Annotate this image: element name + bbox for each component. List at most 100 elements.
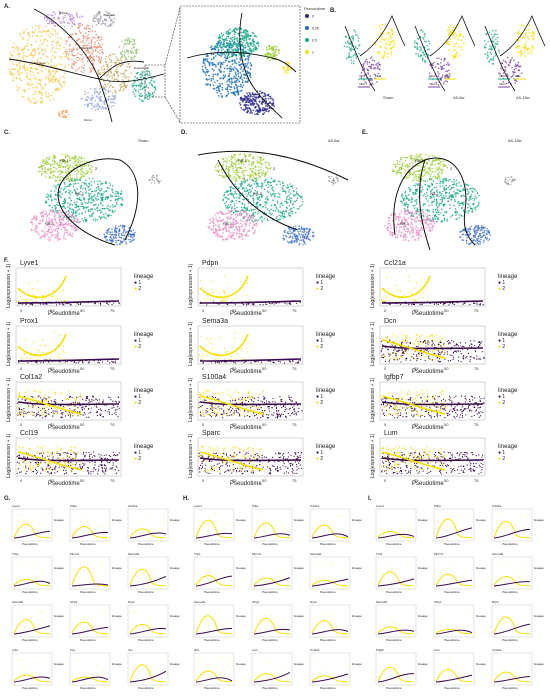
lineage1-point [67, 414, 69, 416]
lineage1-point [271, 414, 273, 416]
legend-tick-label: 0.5 [312, 39, 317, 43]
lineage2-point [73, 458, 75, 460]
lineage2-point [410, 446, 412, 449]
lineage1-point [426, 472, 428, 475]
lineage1-point [459, 409, 461, 411]
mini-point [213, 531, 214, 533]
lineage1-point [70, 461, 72, 464]
lineage1-point [281, 406, 283, 408]
lineage1-point [205, 412, 207, 414]
mini-x-label: Pseudotime [320, 686, 336, 690]
lineage1-point [381, 347, 383, 349]
lineage2-point [396, 336, 398, 339]
mini-point [104, 514, 106, 515]
lineage1-point [417, 466, 419, 468]
lineage2-point [439, 354, 441, 356]
lineage2-point [205, 450, 207, 452]
lineage2-point [395, 452, 398, 454]
mini-point [383, 580, 385, 582]
mini-point [40, 531, 41, 532]
lineage1-point [383, 414, 386, 417]
mini-gene-title: Pdgfb [376, 648, 384, 652]
lineage1-point [40, 362, 42, 364]
lineage1-point [20, 411, 22, 413]
lineage1-point [471, 452, 474, 454]
lineage2-point [427, 413, 429, 415]
lineage2-point [234, 332, 236, 334]
mini-point [320, 674, 322, 676]
lineage1-point [226, 304, 228, 306]
lineage1-point [216, 361, 219, 363]
lineage1-point [298, 467, 300, 470]
mini-point [220, 562, 222, 564]
lineage-legend-item: ● 2 [134, 456, 142, 462]
mini-point [16, 518, 18, 520]
cluster-label: Endothelial [134, 66, 149, 70]
lineage2-point [198, 391, 200, 393]
lineage1-point [449, 397, 451, 399]
mini-point [48, 534, 50, 536]
lineage2-point [61, 451, 63, 453]
lineage1-point [112, 464, 114, 466]
lineage1-point [101, 470, 104, 472]
mini-point [313, 674, 314, 676]
mini-point [327, 519, 328, 521]
lineage2-point [223, 291, 225, 293]
mini-point [387, 537, 389, 538]
lineage1-point [90, 411, 92, 413]
mini-point [165, 613, 166, 615]
lineage2-point [223, 449, 225, 452]
mini-point [151, 518, 152, 520]
lineage1-point [290, 462, 292, 464]
gene-scatter: 0 25 50 75 [197, 325, 304, 371]
lineage1-point [416, 345, 418, 348]
mini-point [225, 622, 227, 624]
lineage1-point [292, 360, 294, 363]
lineage1-point [397, 398, 399, 400]
lineage2-point [439, 391, 442, 393]
mini-point [270, 576, 272, 578]
lineage1-point [471, 343, 473, 346]
mini-point [377, 575, 379, 577]
lineage2-point [203, 415, 205, 417]
lineage2-point [41, 414, 43, 416]
y-axis-label: Log(expression + 1) [370, 377, 376, 422]
x-tick-label: 0 [202, 308, 205, 313]
mini-point [513, 575, 515, 577]
mini-point [514, 585, 516, 586]
mini-point [102, 674, 104, 676]
lineage1-point [276, 466, 278, 468]
lineage2-point [79, 399, 82, 401]
lineage1-point [438, 452, 440, 454]
mini-point [26, 571, 28, 573]
lineage2-point [30, 299, 32, 301]
lineage2-point [55, 392, 57, 394]
lineage-legend-item: ● 2 [316, 400, 324, 406]
lineage1-point [110, 455, 112, 458]
lineage1-point [201, 405, 203, 407]
lineage1-point [232, 470, 234, 472]
lineage2-point [223, 447, 225, 449]
lineage1-point [299, 464, 301, 466]
mini-lineage1-curve [13, 530, 51, 539]
mini-point [102, 562, 104, 564]
lineage-legend-item: ● 2 [134, 344, 142, 350]
lineage1-point [75, 462, 78, 464]
mini-point [277, 565, 279, 567]
lineage1-point [423, 451, 425, 453]
lineage2-point [435, 349, 438, 351]
gene-scatter: 0 25 50 75 [379, 267, 486, 313]
lineage1-point [454, 410, 456, 412]
mini-point [259, 614, 260, 616]
lineage1-point [201, 465, 203, 467]
lineage1-point [383, 465, 385, 467]
lineage1-point [252, 471, 254, 473]
mini-point [72, 534, 73, 536]
lineage1-point [102, 402, 104, 404]
mini-point [41, 610, 43, 612]
lineage1-point [35, 473, 37, 475]
lineage2-point [412, 298, 414, 300]
lineage2-point [411, 399, 413, 401]
lineage2-point [424, 287, 426, 289]
lineage1-point [239, 413, 241, 415]
